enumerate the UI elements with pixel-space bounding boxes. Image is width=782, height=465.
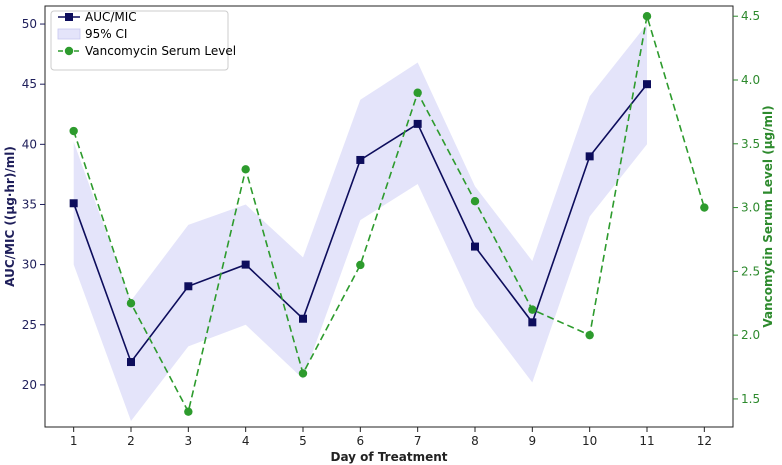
x-tick-label: 11 — [639, 434, 654, 448]
auc-mic-point — [413, 119, 422, 128]
legend-box — [50, 10, 229, 71]
auc-mic-point — [471, 242, 479, 251]
auc-mic-point — [241, 260, 250, 269]
y-right-tick-label: 4.5 — [741, 9, 760, 23]
auc-mic-point — [643, 80, 651, 89]
y-right-tick-label: 4.0 — [741, 73, 760, 87]
legend: AUC/MIC 95% CI Vancomycin Serum Level — [50, 10, 236, 71]
y-left-tick-label: 50 — [22, 17, 37, 31]
axes-ticks: 1 2 3 4 5 6 7 8 9 10 11 12202530354045501.52.02.53.… — [22, 9, 760, 448]
vancomycin-point — [413, 88, 422, 97]
ci-band — [73, 24, 647, 421]
y-left-tick-label: 35 — [22, 197, 37, 211]
y-left-tick-label: 45 — [22, 77, 37, 91]
auc-mic-point — [127, 358, 135, 367]
vancomycin-point — [470, 196, 480, 206]
x-tick-label: 5 — [299, 434, 307, 448]
vancomycin-point — [241, 165, 250, 174]
y-right-tick-label: 1.5 — [741, 392, 760, 406]
x-tick-label: 7 — [414, 434, 422, 448]
auc-mic-point — [184, 282, 193, 291]
x-tick-label: 1 — [70, 434, 78, 448]
y-left-tick-label: 25 — [22, 318, 37, 332]
series-layer — [69, 12, 709, 416]
auc-mic-point — [356, 155, 365, 164]
legend-label-ci: 95% CI — [85, 27, 127, 41]
auc-mic-point — [585, 152, 594, 161]
y-left-tick-label: 40 — [22, 137, 37, 151]
x-tick-label: 10 — [582, 434, 597, 448]
vancomycin-point — [642, 12, 652, 21]
vancomycin-point — [298, 369, 308, 378]
vancomycin-point — [184, 407, 193, 416]
legend-auc-marker — [65, 13, 73, 21]
x-tick-label: 4 — [242, 434, 250, 448]
x-tick-label: 8 — [471, 434, 479, 448]
x-tick-label: 3 — [185, 434, 193, 448]
vancomycin-point — [700, 203, 709, 212]
legend-vanco-marker — [64, 46, 74, 56]
auc-mic-point — [299, 314, 307, 323]
legend-label-vanco: Vancomycin Serum Level — [85, 44, 236, 58]
y-right-tick-label: 3.5 — [741, 137, 760, 151]
vancomycin-line — [72, 15, 706, 414]
y-axis-left-title: AUC/MIC ((µg·hr)/ml) — [3, 146, 17, 287]
x-tick-label: 2 — [127, 434, 135, 448]
vancomycin-point — [585, 330, 594, 340]
y-right-tick-label: 2.0 — [741, 328, 760, 342]
y-left-tick-label: 30 — [22, 258, 37, 272]
x-tick-label: 6 — [357, 434, 365, 448]
auc-mic-point — [528, 318, 537, 327]
vancomycin-point — [356, 260, 365, 270]
y-axis-right-title: Vancomycin Serum Level (µg/ml) — [761, 105, 775, 327]
ci-band-layer — [73, 24, 647, 421]
legend-ci-patch — [57, 28, 81, 40]
plot-area-border — [44, 5, 734, 428]
y-right-tick-label: 2.5 — [741, 264, 760, 278]
vancomycin-point — [528, 305, 537, 314]
y-right-tick-label: 3.0 — [741, 201, 760, 215]
x-axis-title: Day of Treatment — [330, 450, 447, 464]
plot-frame — [44, 5, 734, 428]
auc-mic-point — [69, 199, 78, 208]
y-left-tick-label: 20 — [22, 378, 37, 392]
x-tick-label: 9 — [529, 434, 537, 448]
vancomycin-point — [69, 126, 78, 136]
vancomycin-point — [126, 299, 136, 308]
x-tick-label: 12 — [697, 434, 712, 448]
legend-label-auc: AUC/MIC — [85, 10, 137, 24]
